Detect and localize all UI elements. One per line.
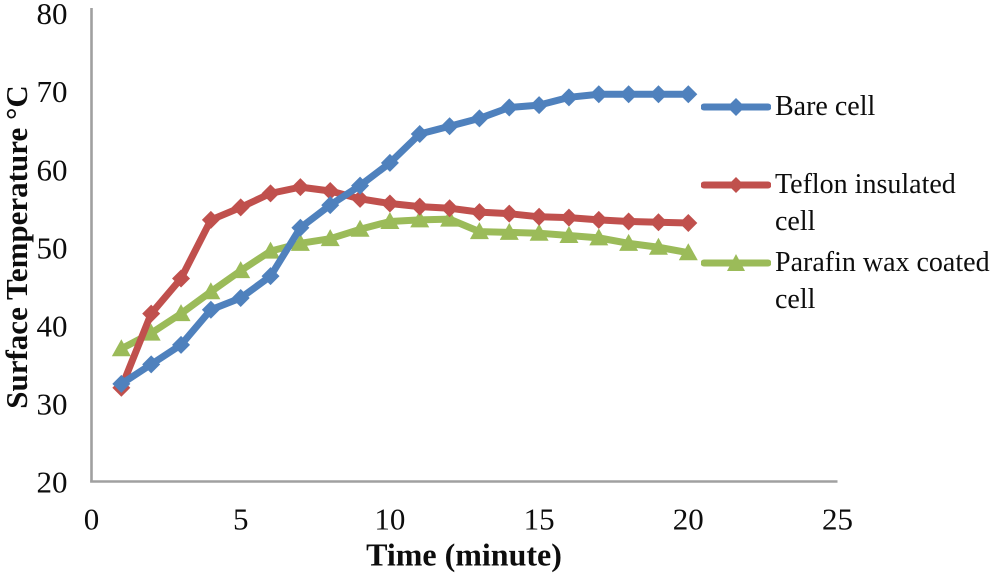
series-marker-bare-cell: [530, 96, 549, 115]
series-marker-teflon-insulated-cell: [351, 189, 370, 208]
series-marker-bare-cell: [380, 153, 399, 172]
series-marker-bare-cell: [261, 267, 280, 286]
legend-marker-teflon-cell-icon: [701, 177, 771, 193]
legend-marker-bare-cell-icon: [701, 98, 771, 116]
y-tick-label: 40: [37, 308, 68, 343]
series-marker-bare-cell: [470, 109, 489, 128]
series-marker-bare-cell: [321, 196, 340, 215]
series-marker-teflon-insulated-cell: [291, 178, 310, 197]
series-marker-bare-cell: [410, 125, 429, 144]
y-tick-label: 60: [37, 152, 68, 187]
series-marker-bare-cell: [440, 117, 459, 136]
series-marker-teflon-insulated-cell: [559, 208, 578, 227]
series-marker-parafin-wax-coated-cell: [589, 228, 609, 246]
series-marker-parafin-wax-coated-cell: [261, 241, 281, 259]
series-marker-bare-cell: [201, 300, 220, 319]
series-marker-bare-cell: [589, 85, 608, 104]
x-tick-label: 15: [524, 502, 555, 537]
series-marker-teflon-insulated-cell: [410, 197, 429, 216]
series-marker-parafin-wax-coated-cell: [410, 210, 430, 228]
series-marker-bare-cell: [172, 335, 191, 354]
series-marker-teflon-insulated-cell: [172, 269, 191, 288]
series-marker-parafin-wax-coated-cell: [529, 223, 549, 241]
legend-item-bare-cell: Bare cell: [701, 88, 1000, 125]
series-marker-teflon-insulated-cell: [589, 210, 608, 229]
y-tick-label: 30: [37, 387, 68, 422]
series-marker-bare-cell: [649, 85, 668, 104]
series-marker-teflon-insulated-cell: [231, 198, 250, 217]
legend-label: Parafin wax coated cell: [775, 247, 990, 315]
series-marker-parafin-wax-coated-cell: [350, 219, 370, 237]
series-marker-parafin-wax-coated-cell: [111, 339, 131, 357]
series-marker-teflon-insulated-cell: [649, 213, 668, 232]
series-marker-bare-cell: [679, 85, 698, 104]
x-tick-label: 10: [374, 502, 405, 537]
legend-item-teflon-insulated-cell: Teflon insulated cell: [701, 166, 1000, 240]
legend-item-parafin-wax-coated-cell: Parafin wax coated cell: [701, 244, 1000, 318]
legend-marker-parafin-cell-icon: [701, 254, 771, 271]
series-marker-bare-cell: [231, 289, 250, 308]
series-marker-parafin-wax-coated-cell: [171, 304, 191, 322]
series-marker-teflon-insulated-cell: [530, 207, 549, 226]
x-axis-title: Time (minute): [366, 536, 562, 573]
series-marker-bare-cell: [142, 355, 161, 374]
series-marker-bare-cell: [112, 374, 131, 393]
series-marker-parafin-wax-coated-cell: [141, 323, 161, 341]
x-tick-label: 0: [84, 502, 100, 537]
x-tick-label: 25: [822, 502, 853, 537]
legend-label: Bare cell: [775, 91, 876, 122]
series-marker-parafin-wax-coated-cell: [559, 226, 579, 244]
legend-label: Teflon insulated cell: [775, 169, 956, 237]
series-marker-parafin-wax-coated-cell: [648, 237, 668, 255]
series-marker-teflon-insulated-cell: [261, 184, 280, 203]
series-marker-bare-cell: [291, 218, 310, 237]
series-marker-parafin-wax-coated-cell: [678, 243, 698, 261]
series-marker-teflon-insulated-cell: [440, 199, 459, 218]
y-tick-label: 70: [37, 74, 68, 109]
series-marker-parafin-wax-coated-cell: [290, 233, 310, 251]
series-marker-teflon-insulated-cell: [380, 194, 399, 213]
series-marker-teflon-insulated-cell: [500, 204, 519, 223]
y-tick-label: 80: [37, 0, 68, 31]
series-marker-teflon-insulated-cell: [470, 203, 489, 222]
series-marker-parafin-wax-coated-cell: [380, 211, 400, 229]
x-tick-label: 5: [233, 502, 249, 537]
series-marker-parafin-wax-coated-cell: [201, 282, 221, 300]
y-axis-title: Surface Temperature °C: [0, 85, 34, 409]
series-marker-parafin-wax-coated-cell: [619, 233, 639, 251]
series-marker-parafin-wax-coated-cell: [469, 222, 489, 240]
series-marker-parafin-wax-coated-cell: [499, 222, 519, 240]
x-tick-label: 20: [673, 502, 704, 537]
series-marker-teflon-insulated-cell: [321, 182, 340, 201]
series-marker-bare-cell: [500, 98, 519, 117]
series-marker-teflon-insulated-cell: [201, 210, 220, 229]
series-marker-teflon-insulated-cell: [142, 304, 161, 323]
series-marker-bare-cell: [559, 88, 578, 107]
y-tick-label: 20: [37, 465, 68, 500]
series-marker-bare-cell: [619, 85, 638, 104]
series-marker-teflon-insulated-cell: [679, 214, 698, 233]
series-marker-bare-cell: [351, 176, 370, 195]
series-marker-parafin-wax-coated-cell: [231, 261, 251, 279]
series-marker-teflon-insulated-cell: [619, 212, 638, 231]
y-tick-label: 50: [37, 230, 68, 265]
series-marker-parafin-wax-coated-cell: [320, 229, 340, 247]
series-marker-parafin-wax-coated-cell: [440, 209, 460, 227]
